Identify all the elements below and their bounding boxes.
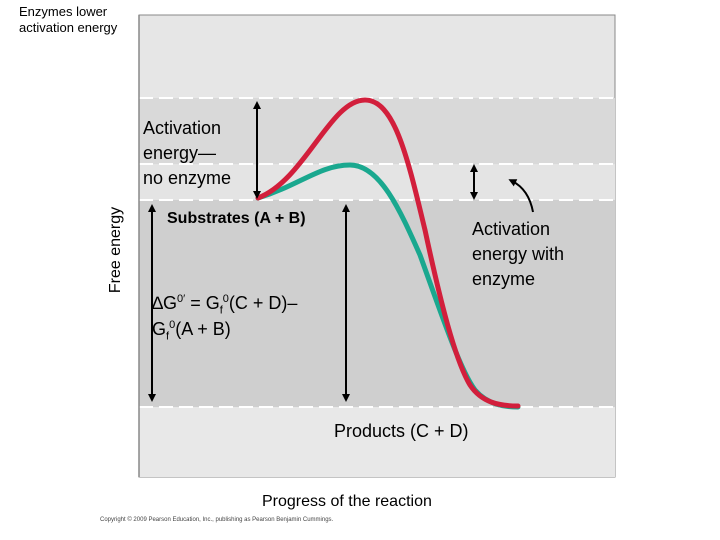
copyright-text: Copyright © 2009 Pearson Education, Inc.… (100, 517, 334, 523)
band-products (139, 407, 615, 477)
label-activation-no-enzyme-1: Activation (143, 118, 222, 138)
arrow-pointer-enzyme (508, 179, 534, 213)
band-activation-no-enzyme (139, 98, 615, 164)
curve-no-enzyme (255, 97, 521, 409)
label-delta-g-line-1: ∆G0′ = Gf0(C + D)– (152, 293, 298, 317)
y-axis-label: Free energy (107, 206, 124, 294)
x-axis-label: Progress of the reaction (262, 493, 432, 510)
label-activation-no-enzyme-2: energy— (143, 143, 217, 163)
label-delta-g-line-2: Gf0(A + B) (152, 319, 231, 343)
label-products: Products (C + D) (334, 421, 469, 441)
label-activation-enzyme-2: energy with (472, 244, 565, 264)
label-substrates: Substrates (A + B) (167, 210, 306, 227)
label-activation-enzyme-3: enzyme (472, 269, 536, 289)
band-delta-g (139, 200, 615, 407)
label-activation-enzyme-1: Activation (472, 219, 551, 239)
figure-title-line-1: Enzymes lower (19, 4, 108, 19)
label-activation-no-enzyme-3: no enzyme (143, 168, 232, 188)
figure-title-line-2: activation energy (19, 20, 118, 35)
